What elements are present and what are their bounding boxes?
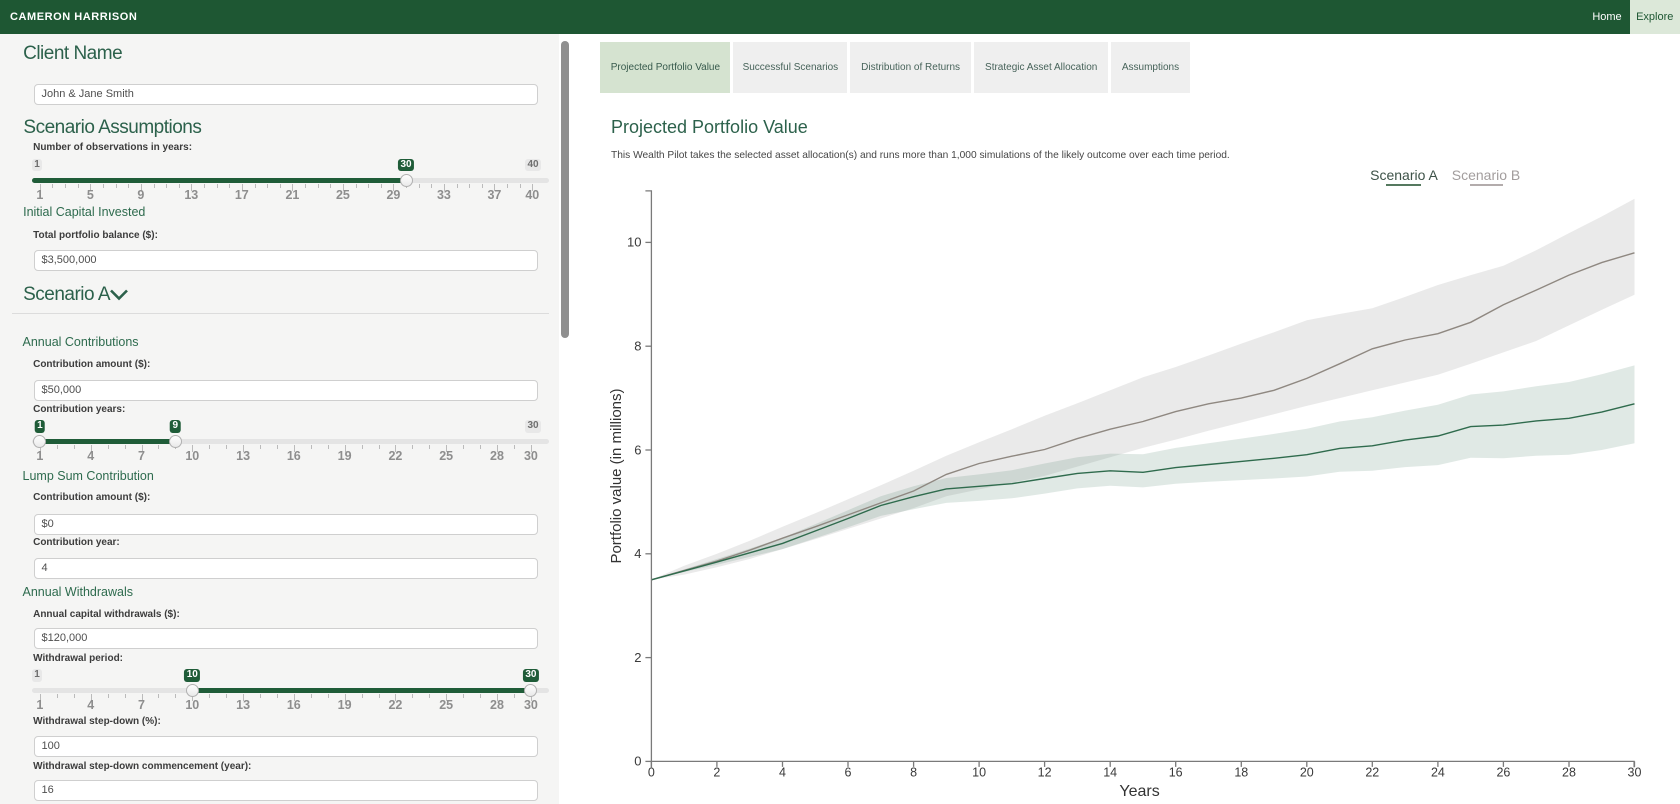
svg-text:28: 28 [1562,766,1576,780]
svg-text:Years: Years [1119,783,1159,800]
svg-text:22: 22 [1365,766,1379,780]
svg-text:12: 12 [1038,766,1052,780]
svg-text:0: 0 [634,754,641,769]
svg-text:4: 4 [779,766,786,780]
svg-text:0: 0 [648,766,655,780]
svg-text:10: 10 [972,766,986,780]
svg-text:6: 6 [634,442,641,457]
svg-text:24: 24 [1431,766,1445,780]
svg-text:Portfolio value (in millions): Portfolio value (in millions) [608,388,625,563]
svg-text:18: 18 [1234,766,1248,780]
svg-text:8: 8 [634,339,641,354]
svg-text:6: 6 [845,766,852,780]
svg-text:16: 16 [1169,766,1183,780]
svg-text:14: 14 [1103,766,1117,780]
svg-text:2: 2 [634,650,641,665]
svg-text:30: 30 [1628,766,1642,780]
svg-text:4: 4 [634,546,641,561]
svg-text:8: 8 [910,766,917,780]
svg-text:2: 2 [713,766,720,780]
svg-text:26: 26 [1496,766,1510,780]
svg-text:20: 20 [1300,766,1314,780]
svg-text:10: 10 [627,235,641,250]
